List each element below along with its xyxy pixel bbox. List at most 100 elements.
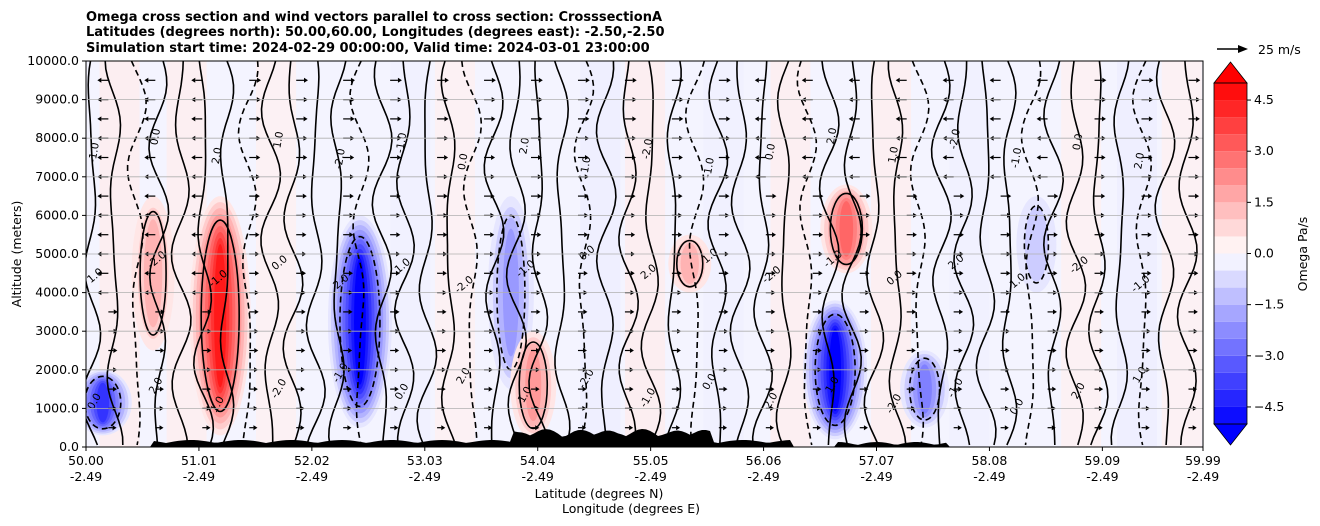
wind-vector bbox=[953, 232, 964, 238]
wind-vector-head bbox=[585, 116, 590, 122]
wind-vector bbox=[1047, 193, 1059, 199]
wind-vector-head bbox=[1101, 116, 1106, 122]
wind-vector-head bbox=[443, 193, 448, 199]
wind-vector bbox=[191, 232, 203, 238]
y-axis-label: Altitude (meters) bbox=[9, 201, 24, 308]
wind-vector bbox=[859, 425, 868, 431]
quiver-key-arrow-head bbox=[1238, 45, 1248, 53]
wind-vector-head bbox=[349, 232, 354, 238]
wind-vector bbox=[1000, 193, 1012, 199]
wind-vector-head bbox=[1100, 232, 1105, 238]
wind-vector bbox=[437, 155, 449, 160]
wind-vector bbox=[484, 348, 494, 353]
wind-vector bbox=[531, 232, 542, 238]
wind-vector-head bbox=[1101, 155, 1106, 160]
wind-vector-head bbox=[959, 232, 964, 238]
wind-vector bbox=[754, 116, 766, 122]
contour-label: 1.0 bbox=[886, 146, 901, 165]
wind-vector-head bbox=[490, 232, 495, 238]
wind-vector bbox=[1094, 386, 1104, 392]
wind-vector-head bbox=[1101, 193, 1106, 199]
wind-vector bbox=[624, 425, 634, 431]
wind-vector bbox=[989, 116, 1001, 122]
wind-vector bbox=[577, 77, 590, 83]
wind-vector-head bbox=[537, 232, 542, 238]
contour-line bbox=[1154, 61, 1176, 446]
wind-vector-head bbox=[989, 155, 994, 160]
contour-line bbox=[684, 61, 706, 446]
contour-line bbox=[729, 61, 751, 446]
wind-vector-head bbox=[818, 309, 823, 315]
wind-vector bbox=[859, 270, 870, 276]
wind-vector-head bbox=[754, 77, 759, 83]
wind-vector-head bbox=[255, 270, 260, 276]
wind-vector bbox=[97, 77, 109, 83]
contour-label: 0.0 bbox=[1071, 133, 1086, 152]
colorbar-swatch bbox=[1214, 372, 1247, 390]
wind-vector bbox=[296, 77, 309, 83]
wind-vector bbox=[531, 425, 540, 431]
y-tick-label: 0.0 bbox=[59, 439, 79, 454]
wind-vector bbox=[1094, 348, 1104, 353]
wind-vector-head bbox=[97, 155, 102, 160]
wind-vector-head bbox=[582, 348, 587, 353]
wind-vector-head bbox=[395, 270, 400, 276]
wind-vector bbox=[191, 193, 203, 199]
wind-vector-head bbox=[1005, 348, 1010, 353]
wind-vector-head bbox=[536, 309, 541, 315]
wind-vector bbox=[848, 116, 860, 122]
wind-vector bbox=[296, 348, 306, 353]
wind-vector-head bbox=[632, 77, 637, 83]
wind-vector bbox=[155, 425, 164, 431]
x-tick-label-lat: 59.99 bbox=[1185, 453, 1221, 468]
wind-vector bbox=[906, 270, 917, 276]
wind-vector bbox=[296, 270, 307, 276]
wind-vector bbox=[1047, 425, 1056, 431]
wind-vector-head bbox=[304, 77, 309, 83]
quiver-key: 25 m/s bbox=[1217, 42, 1301, 57]
wind-vector-head bbox=[1051, 425, 1056, 431]
wind-vector bbox=[249, 270, 260, 276]
wind-vector-head bbox=[1006, 270, 1011, 276]
wind-vector bbox=[343, 425, 352, 431]
wind-vector bbox=[296, 193, 307, 199]
wind-vector bbox=[249, 193, 260, 199]
wind-vector-head bbox=[350, 77, 355, 83]
y-gridlines bbox=[86, 61, 1203, 447]
wind-vector bbox=[859, 193, 871, 199]
wind-vector-head bbox=[113, 309, 118, 315]
contour-label: -2.0 bbox=[640, 138, 655, 160]
wind-vector-head bbox=[1146, 386, 1151, 392]
wind-vector-head bbox=[1193, 348, 1198, 353]
colorbar-swatch bbox=[1214, 202, 1247, 220]
wind-vector bbox=[906, 425, 915, 431]
contour-line bbox=[707, 61, 729, 446]
wind-vector bbox=[531, 116, 543, 122]
contour-line bbox=[841, 61, 863, 446]
wind-vector-head bbox=[1004, 425, 1009, 431]
wind-vector-head bbox=[537, 193, 542, 199]
wind-vector bbox=[144, 116, 156, 122]
wind-vector bbox=[1047, 348, 1057, 353]
wind-vector-head bbox=[191, 77, 196, 83]
contour-line bbox=[909, 61, 930, 446]
colorbar-tick-label: 1.5 bbox=[1254, 194, 1274, 209]
contour-label: 2.0 bbox=[1132, 152, 1147, 171]
wind-vector-head bbox=[489, 270, 494, 276]
quiver-key-label: 25 m/s bbox=[1258, 42, 1301, 57]
updraft-57.5N bbox=[917, 364, 932, 414]
wind-vector bbox=[1094, 309, 1104, 315]
wind-vector-head bbox=[254, 348, 259, 353]
wind-vector bbox=[1047, 309, 1057, 315]
wind-vector bbox=[1188, 348, 1198, 353]
wind-vector bbox=[765, 232, 777, 238]
wind-vector-head bbox=[801, 77, 806, 83]
wind-vector-head bbox=[144, 232, 149, 238]
contour-label: -2.0 bbox=[947, 128, 962, 150]
colorbar-tick-label: −3.0 bbox=[1254, 348, 1284, 363]
wind-vector bbox=[718, 309, 729, 315]
wind-vector bbox=[343, 77, 355, 83]
wind-vector bbox=[1094, 155, 1106, 160]
colorbar-swatch bbox=[1214, 134, 1247, 152]
wind-vector-head bbox=[770, 425, 775, 431]
